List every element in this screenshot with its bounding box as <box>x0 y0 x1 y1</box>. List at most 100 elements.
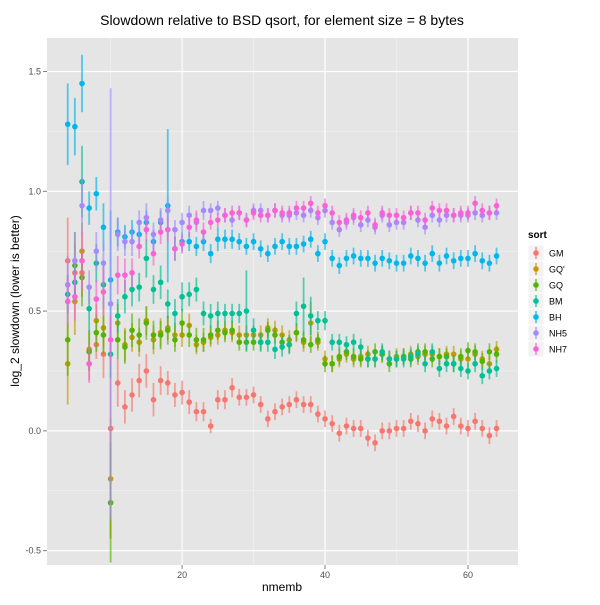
data-point <box>122 344 128 350</box>
data-point <box>465 368 471 374</box>
data-point <box>243 217 250 223</box>
data-point <box>272 243 278 250</box>
data-point <box>100 260 107 266</box>
data-point <box>72 293 78 300</box>
data-point <box>265 250 271 257</box>
legend-key-point <box>533 250 539 256</box>
data-point <box>450 413 457 420</box>
data-point <box>272 332 278 338</box>
data-point <box>150 250 157 257</box>
data-point <box>229 236 235 243</box>
data-point <box>350 353 357 360</box>
data-point <box>279 404 285 410</box>
data-point <box>329 339 335 346</box>
legend: sort GM GQ' GQ BM BH NH5 NH7 <box>527 230 567 358</box>
data-point <box>157 332 164 338</box>
data-point <box>207 332 214 338</box>
legend-key-point <box>533 282 539 288</box>
data-point <box>122 293 128 300</box>
data-point <box>486 349 493 355</box>
data-point <box>386 257 393 264</box>
data-point <box>122 238 128 245</box>
data-point <box>343 255 350 262</box>
data-point <box>443 253 450 259</box>
data-point <box>357 425 364 432</box>
data-point <box>357 255 364 262</box>
data-point <box>336 219 343 226</box>
data-point <box>129 269 135 276</box>
data-point <box>493 253 500 259</box>
data-point <box>222 396 228 403</box>
x-axis-label: nmemb <box>262 580 302 594</box>
data-point <box>436 217 443 223</box>
x-tick-label: 40 <box>320 570 330 580</box>
data-point <box>150 332 157 338</box>
data-point <box>343 341 350 348</box>
data-point <box>136 377 142 384</box>
data-point <box>493 425 500 432</box>
data-point <box>315 250 321 257</box>
data-point <box>329 420 335 427</box>
data-point <box>407 353 414 360</box>
data-point <box>422 260 428 266</box>
data-point <box>465 210 471 216</box>
data-point <box>250 238 257 245</box>
data-point <box>293 243 300 250</box>
legend-label: BM <box>549 297 563 307</box>
data-point <box>64 337 71 343</box>
data-point <box>93 190 100 197</box>
data-point <box>207 219 214 226</box>
data-point <box>422 217 428 223</box>
legend-item: NH7 <box>527 340 567 358</box>
data-point <box>86 284 92 290</box>
y-tick-label: 1.5 <box>28 67 41 77</box>
data-point <box>136 332 142 338</box>
data-point <box>100 332 107 338</box>
data-point <box>400 260 407 266</box>
data-point <box>465 255 471 262</box>
data-point <box>179 293 185 300</box>
data-point <box>357 356 364 362</box>
data-point <box>229 384 235 391</box>
data-point <box>415 210 421 216</box>
data-point <box>458 210 464 216</box>
data-point <box>250 392 257 398</box>
data-point <box>329 360 335 367</box>
legend-key-point <box>533 346 539 352</box>
data-point <box>236 210 243 216</box>
data-point <box>172 246 178 252</box>
data-point <box>300 337 307 343</box>
data-point <box>143 320 150 326</box>
data-point <box>100 289 107 295</box>
data-point <box>293 396 300 403</box>
data-point <box>143 368 150 374</box>
data-point <box>336 353 343 360</box>
data-point <box>458 255 464 262</box>
data-point <box>329 219 335 226</box>
data-point <box>365 210 371 216</box>
data-point <box>350 253 357 259</box>
data-point <box>64 121 71 128</box>
data-point <box>164 327 171 334</box>
data-point <box>472 200 478 207</box>
data-point <box>379 210 386 216</box>
data-point <box>315 337 321 343</box>
data-point <box>407 418 414 425</box>
data-point <box>114 380 121 386</box>
data-point <box>107 337 114 343</box>
data-point <box>150 286 157 293</box>
data-point <box>193 337 200 343</box>
data-point <box>143 226 150 233</box>
data-point <box>200 337 207 343</box>
data-point <box>407 253 414 259</box>
data-point <box>93 329 100 336</box>
data-point <box>429 205 436 211</box>
data-point <box>350 339 357 346</box>
legend-item: BM <box>527 292 563 310</box>
data-point <box>200 408 207 415</box>
data-point <box>365 435 371 441</box>
data-point <box>114 272 121 278</box>
legend-item: GM <box>527 244 564 262</box>
data-point <box>279 210 285 216</box>
data-point <box>215 327 221 334</box>
